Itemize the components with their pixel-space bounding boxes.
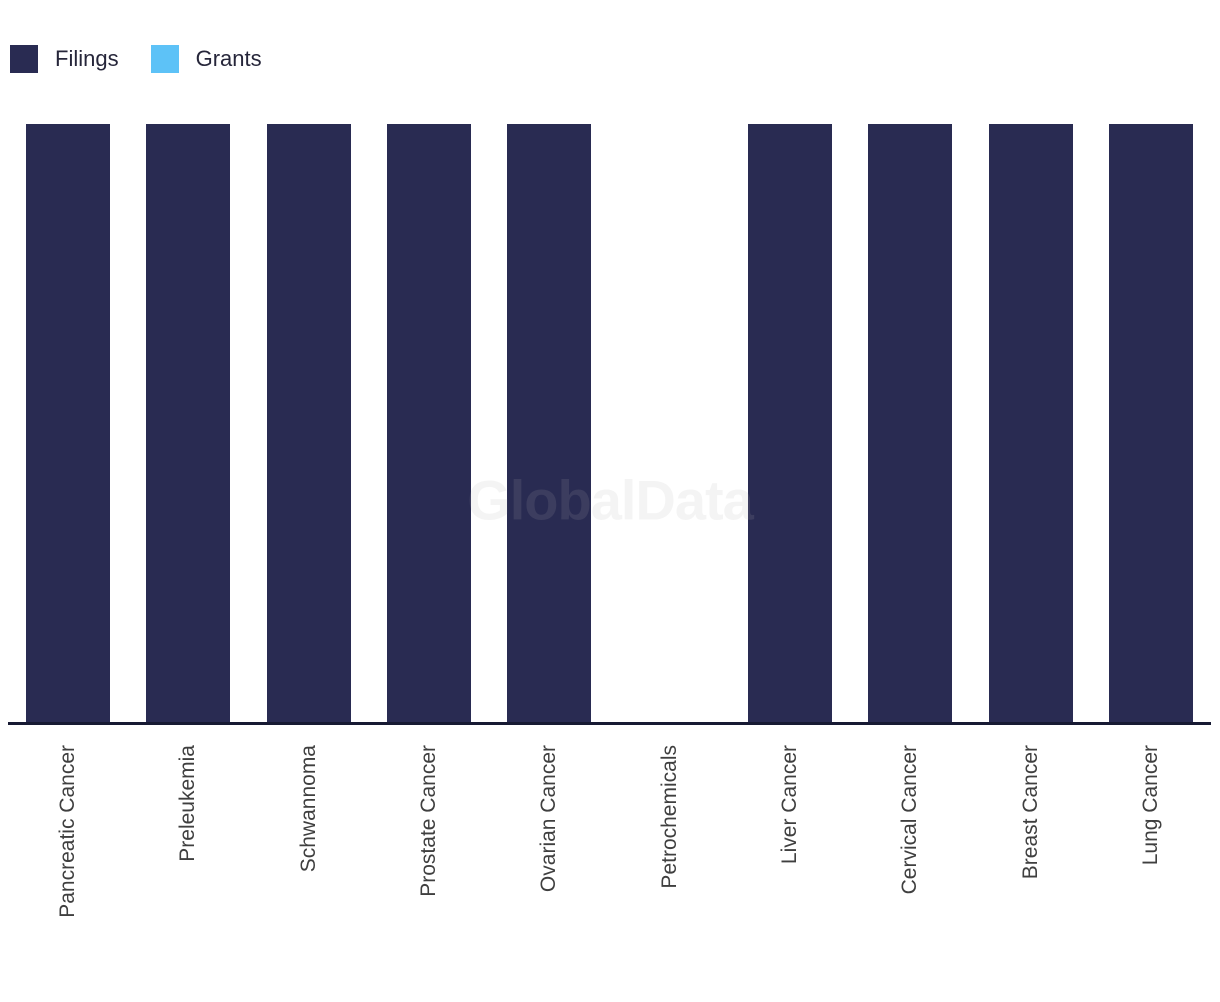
- bar-filings-prostate-cancer[interactable]: [387, 124, 472, 722]
- x-axis-label: Ovarian Cancer: [537, 745, 561, 893]
- bar-filings-lung-cancer[interactable]: [1108, 124, 1193, 722]
- bar-filings-schwannoma[interactable]: [266, 124, 351, 722]
- x-axis-label: Preleukemia: [176, 745, 200, 862]
- bar-filings-breast-cancer[interactable]: [988, 124, 1073, 722]
- bar-filings-pancreatic-cancer[interactable]: [26, 124, 111, 722]
- x-axis-line: [8, 722, 1211, 725]
- grants-legend-label: Grants: [195, 46, 262, 71]
- bar-filings-preleukemia[interactable]: [146, 124, 231, 722]
- plot-area: [8, 124, 1211, 722]
- x-axis-label: Lung Cancer: [1138, 745, 1162, 866]
- x-axis-label: Pancreatic Cancer: [56, 745, 80, 918]
- bar-filings-ovarian-cancer[interactable]: [507, 124, 592, 722]
- grants-swatch: [150, 45, 179, 73]
- x-axis-label: Petrochemicals: [657, 745, 681, 889]
- x-axis-label: Breast Cancer: [1018, 745, 1042, 880]
- legend: Filings Grants: [10, 45, 294, 73]
- legend-item-filings[interactable]: Filings: [10, 45, 119, 73]
- x-axis-label: Cervical Cancer: [898, 745, 922, 895]
- bar-filings-liver-cancer[interactable]: [747, 124, 832, 722]
- filings-swatch: [10, 45, 38, 73]
- x-axis-label: Liver Cancer: [777, 745, 801, 865]
- x-axis-label: Schwannoma: [296, 745, 320, 873]
- bar-filings-cervical-cancer[interactable]: [868, 124, 953, 722]
- legend-item-grants[interactable]: Grants: [150, 45, 262, 73]
- x-axis-label: Prostate Cancer: [417, 745, 441, 897]
- filings-legend-label: Filings: [55, 46, 119, 71]
